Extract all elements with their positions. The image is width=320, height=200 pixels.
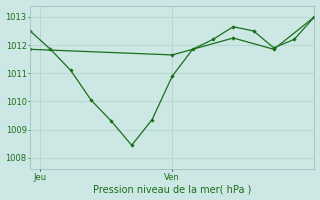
X-axis label: Pression niveau de la mer( hPa ): Pression niveau de la mer( hPa ) xyxy=(93,184,252,194)
